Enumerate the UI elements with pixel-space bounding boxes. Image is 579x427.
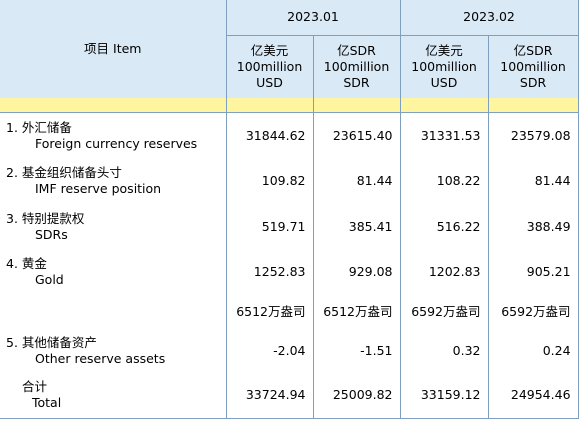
unit-en2: USD: [256, 74, 283, 90]
row-label-zh: 2. 基金组织储备头寸: [6, 165, 122, 180]
unit-zh: 亿美元: [250, 42, 289, 58]
row-label: 合计 Total: [0, 372, 227, 419]
separator-cell: [488, 98, 579, 113]
unit-header-sdr-2: 亿SDR 100million SDR: [488, 35, 579, 98]
row-label-en: IMF reserve position: [35, 181, 162, 196]
row-label: 2. 基金组织储备头寸 IMF reserve position: [0, 158, 227, 204]
value-cell: 6512万盎司: [313, 294, 401, 329]
row-label-en: SDRs: [35, 226, 68, 242]
value-cell: -1.51: [313, 328, 401, 373]
row-label-empty: [0, 294, 227, 329]
table-row-gold: 4. 黄金 Gold 1252.83 929.08 1202.83 905.21: [0, 249, 579, 295]
unit-zh: 亿SDR: [513, 42, 553, 58]
unit-zh: 亿SDR: [337, 42, 376, 58]
value-cell: 23615.40: [313, 112, 401, 159]
unit-header-sdr-1: 亿SDR 100million SDR: [313, 35, 401, 98]
value-cell: 25009.82: [313, 372, 401, 419]
unit-zh: 亿美元: [425, 42, 463, 58]
value-cell: 31844.62: [226, 112, 314, 159]
value-cell: 24954.46: [488, 372, 579, 419]
unit-en1: 100million: [411, 58, 477, 74]
row-label: 5. 其他储备资产 Other reserve assets: [0, 328, 227, 373]
unit-header-usd-2: 亿美元 100million USD: [400, 35, 489, 98]
yellow-separator-row: [0, 98, 579, 113]
row-label-en: Foreign currency reserves: [35, 135, 198, 151]
row-label: 3. 特别提款权 SDRs: [0, 203, 227, 250]
value-cell: 6512万盎司: [226, 294, 314, 329]
table-row-other-reserves: 5. 其他储备资产 Other reserve assets -2.04 -1.…: [0, 328, 579, 373]
value-cell: 33724.94: [226, 372, 314, 419]
value-cell: 388.49: [488, 203, 579, 250]
value-cell: 929.08: [313, 249, 401, 295]
unit-header-usd-1: 亿美元 100million USD: [226, 35, 314, 98]
separator-cell: [313, 98, 401, 113]
separator-cell: [226, 98, 314, 113]
row-label-zh: 1. 外汇储备: [6, 119, 72, 135]
value-cell: 519.71: [226, 203, 314, 250]
value-cell: -2.04: [226, 328, 314, 373]
row-label-zh: 合计: [22, 379, 48, 395]
value-cell: 0.32: [400, 328, 489, 373]
period-header-1: 2023.01: [226, 0, 401, 36]
value-cell: 1202.83: [400, 249, 489, 295]
row-label-zh: 5. 其他储备资产: [6, 334, 97, 350]
value-cell: 516.22: [400, 203, 489, 250]
value-cell: 6592万盎司: [488, 294, 579, 329]
separator-cell: [400, 98, 489, 113]
value-cell: 0.24: [488, 328, 579, 373]
table-row-total: 合计 Total 33724.94 25009.82 33159.12 2495…: [0, 372, 579, 419]
item-column-header: 项目 Item: [0, 0, 227, 98]
value-cell: 6592万盎司: [400, 294, 489, 329]
value-cell: 1252.83: [226, 249, 314, 295]
unit-en2: SDR: [343, 74, 370, 90]
table-row-foreign-currency: 1. 外汇储备 Foreign currency reserves 31844.…: [0, 112, 579, 159]
value-cell: 23579.08: [488, 112, 579, 159]
row-label: 1. 外汇储备 Foreign currency reserves: [0, 112, 227, 159]
row-label-zh: 4. 黄金: [6, 256, 47, 271]
value-cell: 81.44: [488, 158, 579, 204]
value-cell: 109.82: [226, 158, 314, 204]
row-label-en: Total: [32, 395, 62, 411]
separator-cell: [0, 98, 227, 113]
unit-en1: 100million: [500, 58, 566, 74]
value-cell: 385.41: [313, 203, 401, 250]
table-row-sdrs: 3. 特别提款权 SDRs 519.71 385.41 516.22 388.4…: [0, 203, 579, 250]
row-label: 4. 黄金 Gold: [0, 249, 227, 295]
unit-en1: 100million: [236, 58, 303, 74]
table-row-gold-ounces: 6512万盎司 6512万盎司 6592万盎司 6592万盎司: [0, 294, 579, 329]
value-cell: 33159.12: [400, 372, 489, 419]
value-cell: 81.44: [313, 158, 401, 204]
value-cell: 31331.53: [400, 112, 489, 159]
row-label-en: Gold: [35, 272, 64, 287]
unit-en2: SDR: [519, 74, 547, 90]
row-label-en: Other reserve assets: [35, 350, 166, 366]
table-row-imf-position: 2. 基金组织储备头寸 IMF reserve position 109.82 …: [0, 158, 579, 204]
unit-en1: 100million: [323, 58, 390, 74]
value-cell: 108.22: [400, 158, 489, 204]
unit-en2: USD: [430, 74, 458, 90]
period-header-2: 2023.02: [400, 0, 579, 36]
row-label-zh: 3. 特别提款权: [6, 210, 85, 226]
value-cell: 905.21: [488, 249, 579, 295]
